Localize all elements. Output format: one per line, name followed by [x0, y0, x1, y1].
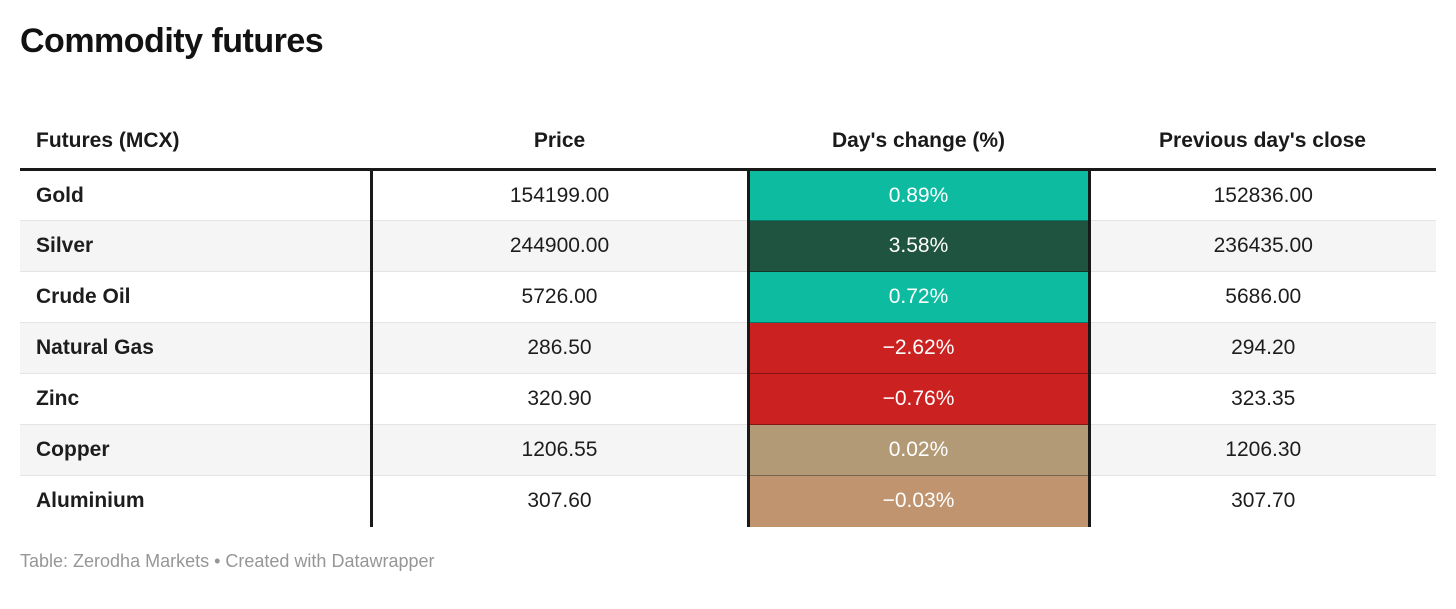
column-header-days-change: Day's change (%): [748, 105, 1089, 171]
futures-name-cell: Crude Oil: [20, 271, 373, 323]
previous-close-cell: 294.20: [1089, 322, 1436, 374]
previous-close-cell: 307.70: [1089, 475, 1436, 527]
price-cell: 307.60: [371, 475, 748, 527]
table-row-natural-gas: Natural Gas 286.50 −2.62% 294.20: [20, 322, 1436, 374]
header-row: Futures (MCX) Price Day's change (%) Pre…: [20, 105, 1436, 171]
table-row-aluminium: Aluminium 307.60 −0.03% 307.70: [20, 475, 1436, 527]
table-row-gold: Gold 154199.00 0.89% 152836.00: [20, 169, 1436, 221]
days-change-cell: 0.72%: [746, 271, 1091, 323]
table-row-copper: Copper 1206.55 0.02% 1206.30: [20, 424, 1436, 476]
futures-name-cell: Zinc: [20, 373, 373, 425]
page-title: Commodity futures: [20, 22, 324, 60]
table-row-zinc: Zinc 320.90 −0.76% 323.35: [20, 373, 1436, 425]
previous-close-cell: 1206.30: [1089, 424, 1436, 476]
days-change-cell: 0.89%: [746, 169, 1091, 221]
futures-name-cell: Aluminium: [20, 475, 373, 527]
commodity-futures-table: Futures (MCX) Price Day's change (%) Pre…: [20, 105, 1436, 527]
table-row-crude-oil: Crude Oil 5726.00 0.72% 5686.00: [20, 271, 1436, 323]
price-cell: 320.90: [371, 373, 748, 425]
days-change-cell: −0.76%: [746, 373, 1091, 425]
futures-name-cell: Natural Gas: [20, 322, 373, 374]
days-change-cell: 0.02%: [746, 424, 1091, 476]
column-header-futures: Futures (MCX): [20, 105, 371, 171]
price-cell: 244900.00: [371, 220, 748, 272]
days-change-cell: 3.58%: [746, 220, 1091, 272]
futures-name-cell: Gold: [20, 169, 373, 221]
attribution-footer: Table: Zerodha Markets • Created with Da…: [20, 550, 435, 571]
previous-close-cell: 323.35: [1089, 373, 1436, 425]
previous-close-cell: 236435.00: [1089, 220, 1436, 272]
price-cell: 286.50: [371, 322, 748, 374]
futures-name-cell: Copper: [20, 424, 373, 476]
price-cell: 5726.00: [371, 271, 748, 323]
days-change-cell: −0.03%: [746, 475, 1091, 527]
days-change-cell: −2.62%: [746, 322, 1091, 374]
column-header-previous-close: Previous day's close: [1089, 105, 1436, 171]
futures-name-cell: Silver: [20, 220, 373, 272]
table-row-silver: Silver 244900.00 3.58% 236435.00: [20, 220, 1436, 272]
previous-close-cell: 152836.00: [1213, 183, 1313, 207]
column-header-price: Price: [371, 105, 748, 171]
previous-close-cell: 5686.00: [1089, 271, 1436, 323]
price-cell: 154199.00: [509, 183, 610, 207]
price-cell: 1206.55: [371, 424, 748, 476]
